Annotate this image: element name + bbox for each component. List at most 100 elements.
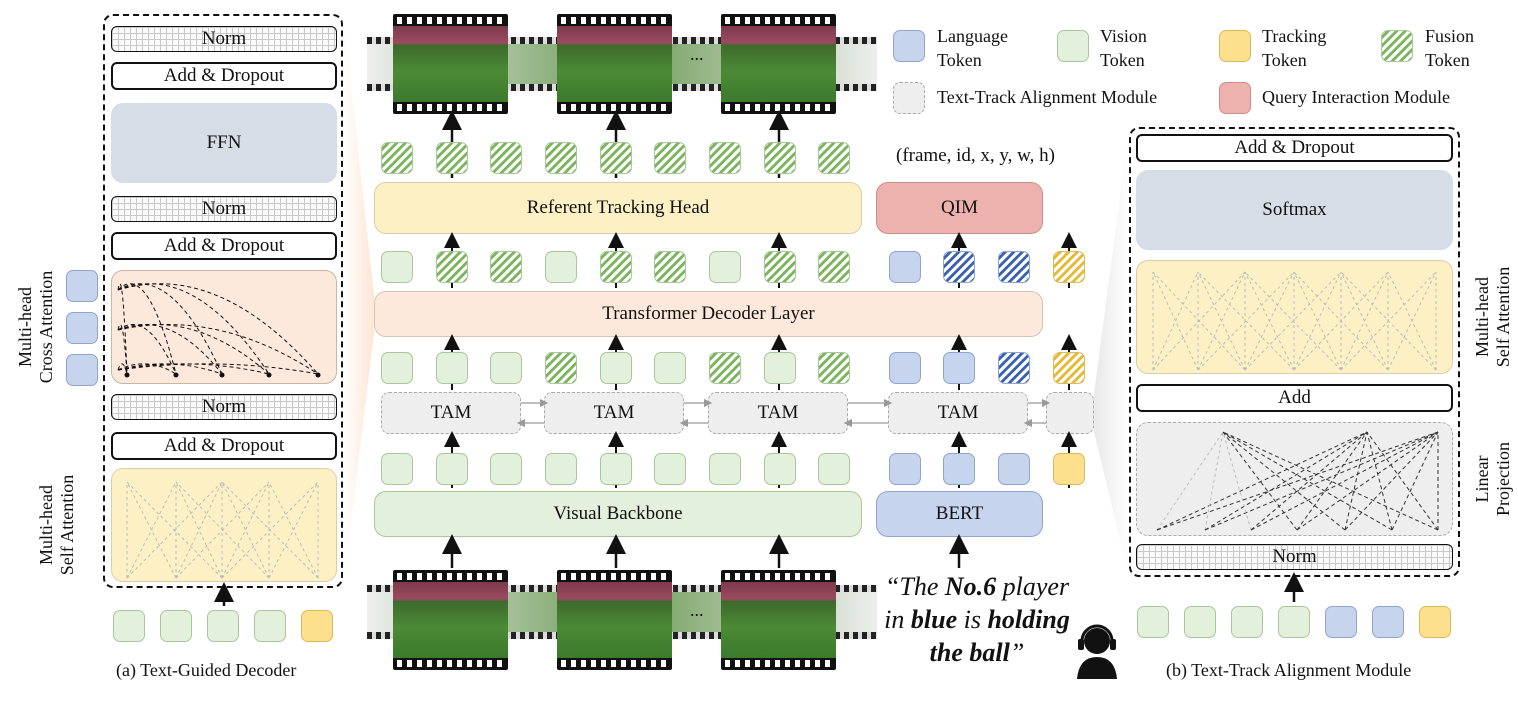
language-token (943, 453, 975, 485)
tam-block-small (1046, 392, 1094, 434)
input-frame (721, 570, 836, 670)
output-frame (721, 14, 836, 114)
fusion-token (709, 352, 741, 384)
legend-tam-label: Text-Track Alignment Module (937, 87, 1158, 107)
decoder-add-dropout-low: Add & Dropout (111, 432, 337, 460)
tam-block: TAM (888, 392, 1028, 434)
decoder-add-dropout-mid: Add & Dropout (111, 232, 337, 260)
vision-token (545, 453, 577, 485)
input-frame (393, 570, 508, 670)
fusion-token (490, 142, 522, 174)
transformer-decoder-layer: Transformer Decoder Layer (374, 291, 1043, 337)
decoder-norm-mid: Norm (111, 196, 337, 222)
query-fragment: blue (910, 605, 958, 634)
alignment-norm: Norm (1136, 544, 1453, 570)
visual-backbone: Visual Backbone (374, 491, 862, 537)
fusion-language-token (998, 352, 1030, 384)
alignment-input-vision-token (1278, 606, 1310, 638)
alignment-softmax: Softmax (1136, 170, 1453, 250)
query-fragment: “The (884, 572, 945, 601)
cross-attention-label: Multi-head Cross Attention (15, 270, 56, 384)
output-frame (393, 14, 508, 114)
alignment-input-vision-token (1137, 606, 1169, 638)
vision-token (818, 453, 850, 485)
query-fragment: ” (1009, 638, 1025, 667)
fusion-tracking-token (1053, 352, 1085, 384)
fusion-token (490, 251, 522, 283)
vision-token (709, 453, 741, 485)
fusion-token (818, 142, 850, 174)
legend-vision-label: Vision Token (1100, 26, 1147, 70)
vision-token (600, 453, 632, 485)
fusion-token (764, 251, 796, 283)
decoder-input-tracking-token (301, 610, 333, 642)
decoder-self-attention (111, 468, 337, 582)
cross-attn-language-token (66, 270, 98, 302)
fusion-token (436, 142, 468, 174)
legend-qim-swatch (1219, 82, 1251, 114)
query-fragment: is (957, 605, 988, 634)
fusion-token (709, 142, 741, 174)
language-token (998, 453, 1030, 485)
vision-token (381, 251, 413, 283)
language-token (889, 251, 921, 283)
speaker-icon (1077, 624, 1117, 679)
decoder-ffn: FFN (111, 103, 337, 183)
vision-token (600, 352, 632, 384)
legend-language-swatch (893, 30, 925, 62)
fusion-token (600, 251, 632, 283)
cross-attn-language-token (66, 312, 98, 344)
linear-projection-label: Linear Projection (1472, 442, 1513, 516)
legend-fusion-swatch (1381, 30, 1413, 62)
query-fragment: holding (987, 605, 1070, 634)
fusion-token (381, 142, 413, 174)
alignment-input-language-token (1372, 606, 1404, 638)
referring-expression: “The No.6 player in blue is holding the ba… (872, 570, 1082, 669)
vision-token (436, 352, 468, 384)
decoder-caption: (a) Text-Guided Decoder (116, 660, 297, 680)
output-format-label: (frame, id, x, y, w, h) (896, 145, 1055, 166)
frames-ellipsis-bottom: ... (690, 600, 704, 620)
alignment-self-attention-label: Multi-head Self Attention (1472, 266, 1513, 368)
fusion-token (545, 142, 577, 174)
fusion-token (545, 352, 577, 384)
alignment-caption: (b) Text-Track Alignment Module (1166, 660, 1412, 680)
bert-encoder: BERT (876, 491, 1043, 537)
vision-token (490, 352, 522, 384)
vision-token (545, 251, 577, 283)
alignment-linear-projection (1136, 422, 1453, 536)
fusion-tracking-token (1053, 251, 1085, 283)
legend-vision-swatch (1057, 30, 1089, 62)
legend-tam-swatch (893, 82, 925, 114)
tam-block: TAM (708, 392, 848, 434)
vision-token (709, 251, 741, 283)
frames-ellipsis-top: ... (690, 44, 704, 64)
decoder-norm-top: Norm (111, 26, 337, 52)
decoder-zoom-fan (343, 14, 374, 588)
decoder-norm-low: Norm (111, 394, 337, 420)
decoder-input-vision-token (160, 610, 192, 642)
qim-block: QIM (876, 182, 1043, 234)
decoder-input-vision-token (207, 610, 239, 642)
fusion-token (818, 352, 850, 384)
query-fragment: No.6 (944, 572, 997, 601)
query-fragment: the ball (929, 638, 1010, 667)
alignment-add-dropout: Add & Dropout (1136, 134, 1453, 162)
vision-token (436, 453, 468, 485)
alignment-self-attention (1136, 260, 1453, 374)
decoder-add-dropout-top: Add & Dropout (111, 62, 337, 90)
decoder-input-vision-token (254, 610, 286, 642)
tracking-token (1053, 453, 1085, 485)
alignment-input-tracking-token (1419, 606, 1451, 638)
decoder-cross-attention (111, 270, 337, 384)
input-frame (557, 570, 672, 670)
legend-tracking-label: Tracking Token (1262, 26, 1327, 70)
fusion-token (654, 251, 686, 283)
decoder-input-vision-token (113, 610, 145, 642)
tam-block: TAM (544, 392, 684, 434)
alignment-input-vision-token (1231, 606, 1263, 638)
vision-token (381, 352, 413, 384)
fusion-language-token (943, 251, 975, 283)
language-token (943, 352, 975, 384)
